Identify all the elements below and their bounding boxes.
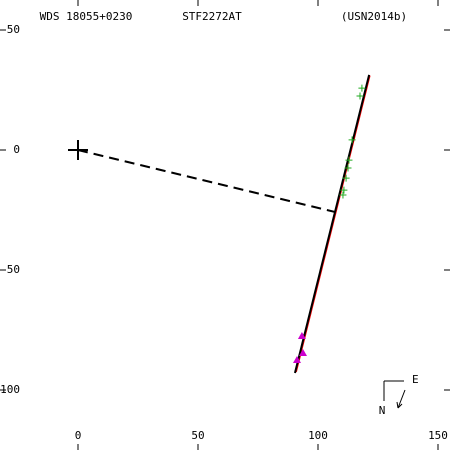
x-tick-label: 100 [308, 429, 328, 442]
observation-plus [340, 186, 348, 194]
x-tick-label: 0 [75, 429, 82, 442]
y-tick-label: -50 [0, 263, 20, 276]
observation-plus [339, 191, 347, 199]
observation-plus [348, 136, 356, 144]
y-tick-label: -100 [0, 383, 20, 396]
chart-reference: (USN2014b) [341, 10, 407, 23]
compass-arrow [397, 389, 406, 409]
observation-plus [345, 156, 353, 164]
separation-line [77, 149, 336, 213]
chart-title: WDS 18055+0230 [40, 10, 133, 23]
x-tick-label: 50 [191, 429, 204, 442]
compass-e: E [412, 373, 419, 386]
primary-star [68, 140, 88, 160]
x-tick-label: 150 [428, 429, 448, 442]
observation-plus [358, 84, 366, 92]
observation-plus [342, 174, 350, 182]
observation-triangle [299, 349, 307, 357]
y-tick-label: 50 [7, 23, 20, 36]
observation-plus [344, 164, 352, 172]
chart-subtitle: STF2272AT [182, 10, 242, 23]
compass-arrow-head [397, 403, 403, 409]
y-tick-label: 0 [13, 143, 20, 156]
observation-triangle [293, 356, 301, 363]
orbit-line [293, 74, 371, 374]
compass-arrow-head [396, 401, 399, 409]
compass [383, 380, 406, 409]
compass-n: N [379, 404, 386, 417]
observation-plus [356, 92, 364, 100]
orbit-line [295, 75, 371, 373]
observation-triangle [297, 332, 306, 339]
